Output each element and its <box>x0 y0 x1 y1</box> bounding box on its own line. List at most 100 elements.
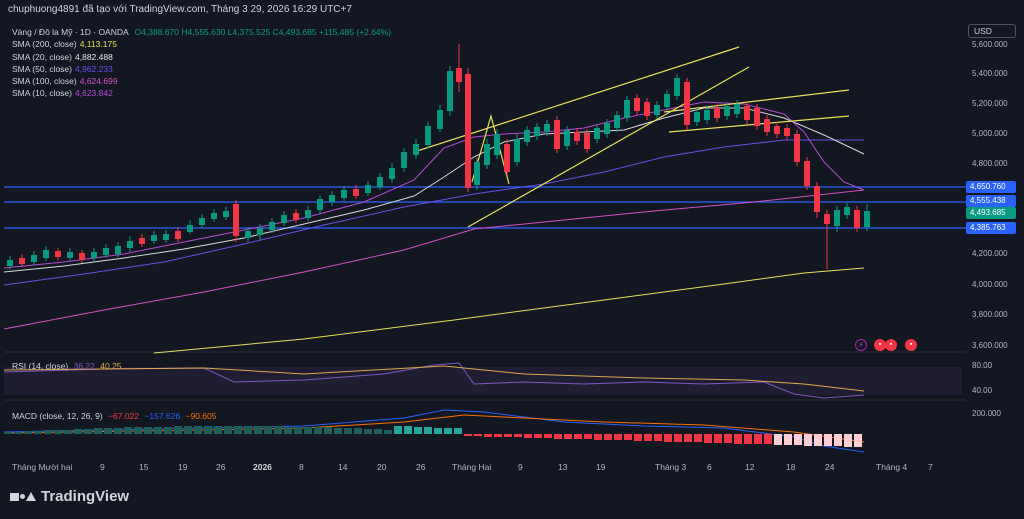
candle-body <box>317 199 323 210</box>
candle-body <box>824 214 830 224</box>
candle-body <box>187 225 193 232</box>
price-tag-level[interactable]: 4,555.438 <box>966 195 1016 207</box>
time-label: 15 <box>139 462 149 472</box>
candle-body <box>654 105 660 115</box>
ohlc-values: O4,388.670 H4,555.630 L4,375.525 C4,493.… <box>134 27 392 37</box>
candle-body <box>7 260 13 266</box>
price-tag-level[interactable]: 4,385.763 <box>966 222 1016 234</box>
candle-body <box>484 144 490 165</box>
candle-body <box>103 248 109 255</box>
legend-sma10[interactable]: SMA (10, close) 4,623.842 <box>12 87 391 99</box>
candle-body <box>127 241 133 248</box>
candle-body <box>784 128 790 136</box>
candle-body <box>634 98 640 111</box>
price-tick: 3,800.000 <box>972 310 1008 319</box>
macd-bar <box>844 434 852 447</box>
macd-bar <box>684 434 692 442</box>
candle-body <box>151 235 157 241</box>
candle-body <box>365 185 371 193</box>
candle-body <box>353 189 359 196</box>
candle-body <box>139 238 145 244</box>
price-tag-current[interactable]: 4,493.685 <box>966 207 1016 219</box>
sma100-line <box>3 189 865 330</box>
legend-sma100[interactable]: SMA (100, close) 4,624.699 <box>12 75 391 87</box>
candle-body <box>554 120 560 149</box>
macd-bar <box>144 427 152 434</box>
candle-body <box>211 213 217 219</box>
candle-body <box>55 251 61 257</box>
macd-bar <box>354 428 362 434</box>
legend-sma200[interactable]: SMA (200, close) 4,113.175 <box>12 38 391 50</box>
candle-body <box>594 128 600 139</box>
candle-body <box>31 255 37 262</box>
candle-body <box>744 106 750 120</box>
price-tag-level[interactable]: 4,650.760 <box>966 181 1016 193</box>
candle-body <box>864 211 870 227</box>
time-label: Tháng 3 <box>655 462 687 472</box>
legend-value: 4,623.842 <box>75 88 113 99</box>
rsi-label[interactable]: RSI (14, close) 36.22 40.25 <box>12 361 122 371</box>
rsi-line <box>3 362 865 399</box>
candles[interactable] <box>7 44 870 270</box>
macd-bar <box>194 426 202 434</box>
macd-bar <box>604 434 612 440</box>
legend-sma50[interactable]: SMA (50, close) 4,962.233 <box>12 63 391 75</box>
trend-line[interactable] <box>471 113 510 185</box>
trend-line[interactable] <box>467 66 750 228</box>
price-tick: 5,600.000 <box>972 40 1008 49</box>
candle-body <box>305 210 311 218</box>
symbol-name[interactable]: Vàng / Đô la Mỹ · 1D · OANDA <box>12 27 129 37</box>
macd-bar <box>654 434 662 441</box>
macd-bar <box>384 430 392 434</box>
candle-body <box>401 152 407 168</box>
price-scale[interactable]: 5,600.000 5,400.000 5,200.000 5,000.000 … <box>966 40 1024 480</box>
candle-body <box>564 130 570 146</box>
macd-bar <box>374 429 382 434</box>
candle-body <box>281 215 287 223</box>
macd-bar <box>504 434 512 437</box>
macd-bar <box>574 434 582 439</box>
candle-body <box>456 68 462 82</box>
macd-bar <box>624 434 632 440</box>
macd-bar <box>174 426 182 434</box>
macd-bar <box>184 426 192 434</box>
macd-bar <box>774 434 782 445</box>
legend-value: 4,624.699 <box>79 76 118 87</box>
flag-icon[interactable]: ▪ <box>874 339 886 351</box>
flag-icon[interactable]: ▪ <box>905 339 917 351</box>
price-chart[interactable] <box>0 22 966 478</box>
candle-body <box>704 110 710 120</box>
macd-bar <box>594 434 602 440</box>
time-axis[interactable]: Tháng Mười hai 9 15 19 26 2026 8 14 20 2… <box>0 460 966 474</box>
trend-line[interactable] <box>663 89 850 113</box>
macd-bar <box>224 426 232 434</box>
legend-value: 4,882.488 <box>75 51 113 62</box>
lightning-icon[interactable]: ⚡ <box>855 339 867 351</box>
macd-bar <box>704 434 712 443</box>
candle-body <box>854 210 860 228</box>
currency-selector[interactable]: USD <box>968 24 1016 38</box>
candle-body <box>724 106 730 116</box>
rsi-band <box>4 367 962 395</box>
macd-label[interactable]: MACD (close, 12, 26, 9) −67.022 −157.626… <box>12 411 216 421</box>
time-label: 24 <box>825 462 835 472</box>
candle-body <box>674 78 680 96</box>
candle-body <box>223 211 229 217</box>
time-label: 19 <box>596 462 606 472</box>
macd-bar <box>334 428 342 434</box>
legend-sma20[interactable]: SMA (20, close) 4,882.488 <box>12 51 391 63</box>
macd-bar <box>804 434 812 446</box>
macd-value: −67.022 <box>108 411 140 421</box>
macd-bar <box>564 434 572 439</box>
candle-body <box>774 126 780 134</box>
candle-body <box>814 186 820 212</box>
macd-bar <box>394 426 402 434</box>
candle-body <box>504 144 510 172</box>
price-tick: 4,000.000 <box>972 280 1008 289</box>
time-label: 6 <box>707 462 712 472</box>
macd-bar <box>544 434 552 438</box>
candle-body <box>257 228 263 235</box>
flag-icon[interactable]: ▪ <box>885 339 897 351</box>
footer: TradingView <box>0 478 1024 519</box>
tradingview-logo[interactable]: TradingView <box>10 488 129 505</box>
